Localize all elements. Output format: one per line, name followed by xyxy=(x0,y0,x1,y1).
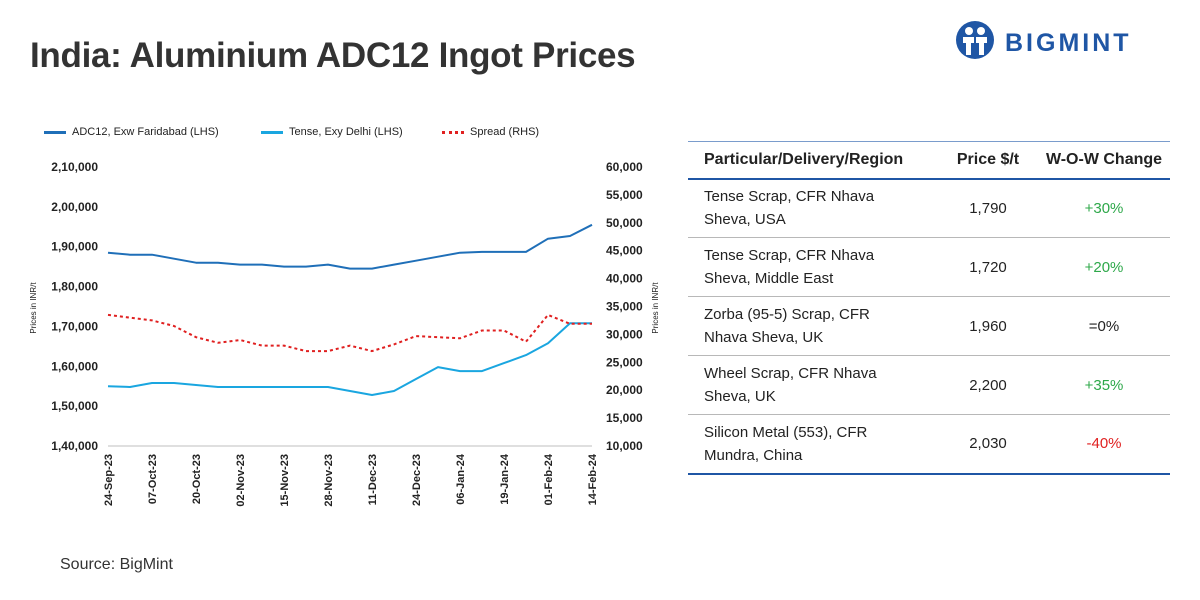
y-right-tick-label: 45,000 xyxy=(606,244,643,258)
x-tick-label: 11-Dec-23 xyxy=(367,454,379,505)
row-change: -40% xyxy=(1086,435,1122,453)
row-change: +30% xyxy=(1084,199,1124,217)
price-table: Particular/Delivery/Region Price $/t W-O… xyxy=(688,141,1170,475)
row-price: 1,720 xyxy=(969,258,1007,276)
x-tick-label: 24-Dec-23 xyxy=(411,454,423,506)
x-tick-label: 02-Nov-23 xyxy=(235,454,247,507)
y-right-tick-label: 30,000 xyxy=(606,327,643,341)
x-tick-label: 19-Jan-24 xyxy=(499,453,511,505)
table-row: Silicon Metal (553), CFR Mundra, China 2,0… xyxy=(688,415,1170,474)
legend-item: ADC12, Exw Faridabad (LHS) xyxy=(44,126,219,138)
y-right-axis-title: Prices in INR/t xyxy=(651,282,660,334)
header-wow-change: W-O-W Change xyxy=(1045,150,1163,168)
legend-swatch xyxy=(44,130,66,134)
series-line-2 xyxy=(107,322,592,396)
row-particular-line1: Zorba (95-5) Scrap, CFR xyxy=(704,306,870,323)
legend-label: Spread (RHS) xyxy=(470,126,540,138)
row-particular-line2: Nhava Sheva, UK xyxy=(704,329,824,346)
y-left-tick-label: 1,50,000 xyxy=(51,399,98,413)
row-particular: Tense Scrap, CFR Nhava Sheva, Middle East xyxy=(688,238,938,297)
row-price: 1,790 xyxy=(969,199,1007,217)
y-right-tick-label: 60,000 xyxy=(606,160,643,174)
row-price: 1,960 xyxy=(969,317,1007,335)
header-particular: Particular/Delivery/Region xyxy=(704,150,904,168)
x-tick-label: 07-Oct-23 xyxy=(147,454,159,504)
series-line-1 xyxy=(107,223,593,270)
y-right-tick-label: 25,000 xyxy=(606,355,643,369)
row-particular: Silicon Metal (553), CFR Mundra, China xyxy=(688,415,938,474)
x-tick-label: 28-Nov-23 xyxy=(323,454,335,507)
y-left-tick-label: 1,80,000 xyxy=(51,280,98,294)
y-left-tick-label: 1,70,000 xyxy=(51,319,98,333)
row-change: =0% xyxy=(1088,317,1120,335)
y-left-tick-label: 2,00,000 xyxy=(51,200,98,214)
page-title: India: Aluminium ADC12 Ingot Prices xyxy=(30,36,636,75)
y-right-tick-label: 55,000 xyxy=(606,188,643,202)
legend-label: Tense, Exy Delhi (LHS) xyxy=(289,126,403,138)
row-particular: Zorba (95-5) Scrap, CFR Nhava Sheva, UK xyxy=(688,297,938,356)
row-price: 2,030 xyxy=(969,435,1007,453)
series-line-3 xyxy=(107,313,592,353)
table-row: Tense Scrap, CFR Nhava Sheva, USA 1,790 +30… xyxy=(688,179,1170,238)
row-particular-line1: Silicon Metal (553), CFR xyxy=(704,423,868,441)
brand-wordmark: BIGMINT xyxy=(1005,29,1132,57)
legend-item: Tense, Exy Delhi (LHS) xyxy=(261,126,403,138)
table-row: Tense Scrap, CFR Nhava Sheva, Middle East… xyxy=(688,238,1170,297)
price-line-chart: 1,40,000 1,50,000 1,60,000 1,70,000 1,80,000… xyxy=(29,160,660,507)
row-particular-line1: Tense Scrap, CFR Nhava xyxy=(704,188,875,206)
y-right-tick-label: 35,000 xyxy=(606,300,643,314)
y-left-tick-label: 1,60,000 xyxy=(51,359,98,373)
y-right-tick-label: 20,000 xyxy=(606,383,643,397)
legend-item: Spread (RHS) xyxy=(442,126,539,138)
y-left-tick-label: 1,90,000 xyxy=(51,240,98,254)
table-row: Zorba (95-5) Scrap, CFR Nhava Sheva, UK 1,… xyxy=(688,297,1170,356)
table-header-row: Particular/Delivery/Region Price $/t W-O… xyxy=(688,141,1170,179)
row-price: 2,200 xyxy=(969,376,1007,394)
x-tick-label: 01-Feb-24 xyxy=(543,453,555,505)
brand-logo: BIGMINT xyxy=(955,20,1165,64)
people-icon xyxy=(956,21,994,59)
y-right-tick-label: 15,000 xyxy=(606,411,643,425)
y-right-tick-label: 10,000 xyxy=(606,439,643,453)
row-particular-line2: Sheva, USA xyxy=(704,211,786,229)
row-particular-line1: Tense Scrap, CFR Nhava xyxy=(704,247,875,264)
x-tick-label: 15-Nov-23 xyxy=(279,454,291,507)
row-change: +35% xyxy=(1084,376,1124,394)
row-particular-line2: Sheva, Middle East xyxy=(704,270,834,287)
row-particular-line2: Mundra, China xyxy=(704,446,803,464)
x-tick-label: 20-Oct-23 xyxy=(191,454,203,504)
y-left-axis-title: Prices in INR/t xyxy=(29,282,38,334)
y-right-tick-label: 50,000 xyxy=(606,216,643,230)
legend-swatch xyxy=(261,130,283,134)
row-particular: Wheel Scrap, CFR Nhava Sheva, UK xyxy=(688,356,938,415)
row-particular: Tense Scrap, CFR Nhava Sheva, USA xyxy=(688,179,938,238)
row-change: +20% xyxy=(1084,258,1124,276)
x-tick-label: 06-Jan-24 xyxy=(455,453,467,505)
source-note: Source: BigMint xyxy=(60,556,173,573)
row-particular-line1: Wheel Scrap, CFR Nhava xyxy=(704,365,877,382)
header-price: Price $/t xyxy=(956,150,1020,168)
legend-swatch xyxy=(442,130,464,134)
x-tick-label: 14-Feb-24 xyxy=(587,453,599,505)
y-right-tick-label: 40,000 xyxy=(606,272,643,286)
x-tick-label: 24-Sep-23 xyxy=(103,454,115,506)
table-row: Wheel Scrap, CFR Nhava Sheva, UK 2,200 +35% xyxy=(688,356,1170,415)
y-left-tick-label: 1,40,000 xyxy=(51,439,98,453)
y-left-tick-label: 2,10,000 xyxy=(51,160,98,174)
row-particular-line2: Sheva, UK xyxy=(704,388,776,405)
legend-label: ADC12, Exw Faridabad (LHS) xyxy=(72,126,219,138)
